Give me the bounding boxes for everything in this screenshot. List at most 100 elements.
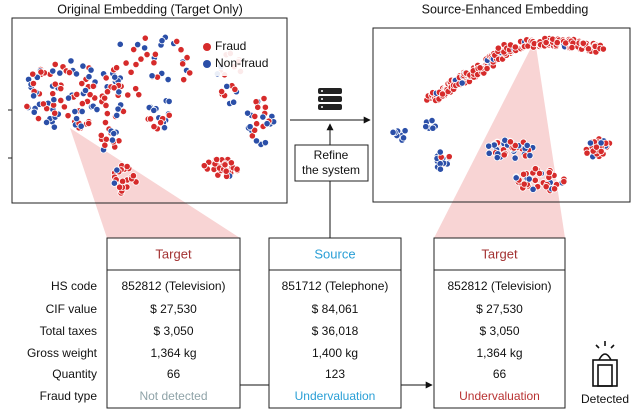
embedding-dot	[429, 124, 437, 132]
embedding-dot	[584, 45, 593, 53]
table-header: Target	[155, 246, 192, 261]
embedding-dot	[529, 185, 537, 193]
embedding-dot	[86, 91, 94, 99]
embedding-dot	[114, 105, 122, 113]
embedding-dot	[119, 177, 127, 185]
legend-dot	[203, 43, 211, 51]
embedding-dot	[542, 38, 550, 47]
embedding-dot	[221, 161, 229, 169]
embedding-dot	[78, 79, 86, 88]
embedding-dot	[64, 112, 72, 120]
table-cell: 1,364 kg	[150, 346, 196, 360]
zoom-wedge	[70, 128, 240, 238]
embedding-dot	[135, 91, 143, 99]
embedding-dot	[531, 176, 539, 184]
embedding-dot	[583, 149, 591, 157]
row-label: Gross weight	[27, 346, 98, 360]
embedding-dot	[526, 151, 534, 160]
embedding-dot	[553, 38, 561, 47]
legend-dot	[203, 60, 211, 68]
embedding-dot	[222, 167, 230, 175]
embedding-dot	[485, 142, 493, 150]
embedding-dot	[29, 79, 38, 88]
table-cell: Not detected	[139, 389, 207, 403]
embedding-dot	[137, 55, 145, 63]
embedding-dot	[148, 72, 156, 80]
embedding-dot	[110, 84, 118, 92]
embedding-dot	[151, 50, 159, 58]
embedding-dot	[73, 90, 81, 98]
embedding-dot	[141, 34, 149, 42]
embedding-dot	[525, 175, 533, 183]
embedding-dot	[183, 54, 191, 62]
legend-label: Fraud	[215, 39, 246, 53]
embedding-dot	[520, 170, 528, 178]
table-cell: 66	[167, 367, 181, 381]
table-header: Target	[481, 246, 518, 261]
table-cell: $ 84,061	[312, 302, 359, 316]
embedding-dot	[542, 183, 550, 191]
embedding-dot	[436, 165, 445, 173]
embedding-dot	[261, 103, 269, 111]
embedding-dot	[243, 109, 252, 117]
row-label: HS code	[51, 279, 97, 293]
embedding-dot	[231, 85, 239, 93]
embedding-dot	[123, 162, 131, 171]
zoom-wedge	[434, 40, 565, 238]
embedding-dot	[179, 60, 187, 68]
table-cell: $ 27,530	[476, 302, 523, 316]
embedding-dot	[85, 73, 93, 81]
embedding-dot	[113, 64, 121, 72]
embedding-dot	[37, 68, 45, 76]
embedding-dot	[115, 88, 123, 96]
embedding-dot	[50, 96, 58, 104]
embedding-dot	[122, 59, 130, 67]
embedding-dot	[535, 169, 544, 178]
embedding-dot	[165, 111, 173, 119]
embedding-dot	[165, 97, 173, 106]
embedding-dot	[263, 120, 271, 128]
panel-title: Original Embedding (Target Only)	[57, 2, 243, 16]
embedding-dot	[531, 165, 540, 173]
embedding-dot	[56, 69, 64, 77]
embedding-dot	[260, 94, 268, 103]
embedding-dot	[401, 127, 409, 135]
embedding-dot	[150, 123, 158, 131]
embedding-dot	[141, 44, 149, 52]
table-cell: 66	[493, 367, 507, 381]
embedding-dot	[586, 139, 595, 147]
embedding-dot	[85, 119, 93, 128]
detected-icon	[592, 341, 618, 387]
embedding-dot	[158, 37, 166, 45]
embedding-dot	[597, 139, 605, 147]
embedding-dot	[483, 64, 491, 73]
embedding-dot	[130, 45, 138, 54]
embedding-dot	[93, 105, 101, 114]
embedding-dot	[127, 68, 135, 76]
table-box	[106, 237, 241, 409]
embedding-dot	[251, 112, 259, 120]
embedding-dot	[259, 113, 267, 121]
embedding-dot	[102, 74, 110, 82]
embedding-dot	[173, 37, 181, 46]
embedding-dot	[65, 68, 74, 77]
embedding-dot	[560, 177, 568, 186]
embedding-dot	[30, 108, 38, 116]
embedding-dot	[113, 111, 121, 119]
embedding-dot	[64, 94, 73, 102]
embedding-dot	[57, 85, 65, 93]
embedding-dot	[227, 159, 235, 167]
embedding-dot	[579, 39, 587, 47]
embedding-dot	[428, 116, 436, 125]
embedding-dot	[545, 169, 553, 177]
table-box	[433, 237, 566, 409]
embedding-dot	[81, 86, 90, 95]
embedding-dot	[50, 123, 58, 131]
embedding-dot	[29, 92, 38, 100]
table-cell: Undervaluation	[295, 389, 376, 403]
embedding-dot	[51, 109, 59, 117]
embedding-dot	[110, 129, 118, 138]
embedding-dot	[116, 183, 124, 191]
embedding-dot	[103, 109, 111, 118]
